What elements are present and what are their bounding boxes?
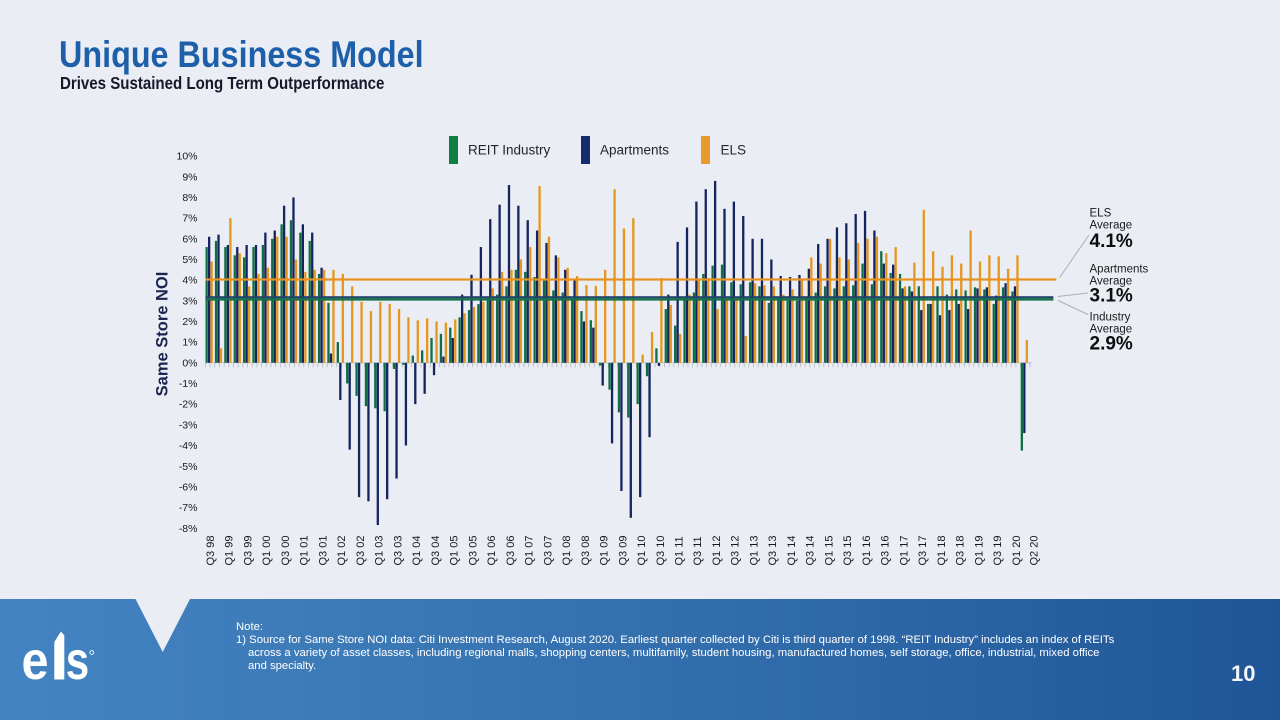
svg-text:Apartments: Apartments [600, 143, 669, 158]
svg-text:-2%: -2% [179, 399, 198, 411]
svg-text:-6%: -6% [179, 481, 198, 493]
svg-text:2.9%: 2.9% [1090, 334, 1133, 355]
svg-text:Same Store NOI: Same Store NOI [154, 272, 172, 397]
svg-text:Average: Average [1090, 324, 1133, 336]
svg-text:Q1 09: Q1 09 [599, 536, 611, 566]
svg-text:Q3 16: Q3 16 [880, 536, 892, 566]
svg-text:Q3 03: Q3 03 [392, 536, 404, 566]
svg-text:Q1 01: Q1 01 [299, 536, 311, 566]
svg-text:Q3 15: Q3 15 [842, 536, 854, 566]
svg-text:Q1 15: Q1 15 [823, 536, 835, 566]
svg-text:Q1 00: Q1 00 [261, 536, 273, 566]
svg-text:3.1%: 3.1% [1090, 286, 1133, 307]
svg-text:Q3 04: Q3 04 [430, 536, 442, 566]
svg-text:4%: 4% [182, 275, 197, 287]
svg-text:Q3 07: Q3 07 [542, 536, 554, 566]
svg-text:1%: 1% [182, 337, 197, 349]
svg-text:6%: 6% [182, 233, 197, 245]
svg-text:Q3 14: Q3 14 [805, 536, 817, 566]
svg-text:Average: Average [1090, 220, 1133, 232]
svg-text:2%: 2% [182, 316, 197, 328]
svg-text:Apartments: Apartments [1090, 264, 1149, 276]
svg-text:Q3 12: Q3 12 [730, 536, 742, 566]
svg-text:Q1 13: Q1 13 [748, 536, 760, 566]
svg-text:Q1 20: Q1 20 [1011, 536, 1023, 566]
svg-text:Q3 19: Q3 19 [992, 536, 1004, 566]
svg-text:Q3 10: Q3 10 [655, 536, 667, 566]
svg-text:10%: 10% [176, 151, 197, 163]
svg-text:Q3 01: Q3 01 [317, 536, 329, 566]
svg-text:Industry: Industry [1090, 312, 1131, 324]
svg-text:Q1 04: Q1 04 [411, 536, 423, 566]
svg-text:Q3 05: Q3 05 [467, 536, 479, 566]
svg-text:Q3 17: Q3 17 [917, 536, 929, 566]
svg-text:Q3 00: Q3 00 [280, 536, 292, 566]
svg-text:Q1 19: Q1 19 [973, 536, 985, 566]
svg-text:Q1 05: Q1 05 [449, 536, 461, 566]
svg-text:ELS: ELS [721, 143, 747, 158]
svg-text:Q3 18: Q3 18 [955, 536, 967, 566]
svg-text:Q1 99: Q1 99 [224, 536, 236, 566]
svg-text:Q1 18: Q1 18 [936, 536, 948, 566]
svg-text:Average: Average [1090, 276, 1133, 288]
svg-text:Q3 13: Q3 13 [767, 536, 779, 566]
svg-text:3%: 3% [182, 295, 197, 307]
svg-text:-7%: -7% [179, 502, 198, 514]
svg-text:REIT Industry: REIT Industry [468, 143, 551, 158]
svg-text:ELS: ELS [1090, 208, 1112, 220]
svg-text:Q3 08: Q3 08 [580, 536, 592, 566]
svg-text:Q1 08: Q1 08 [561, 536, 573, 566]
svg-text:Q3 99: Q3 99 [242, 536, 254, 566]
svg-text:9%: 9% [182, 171, 197, 183]
svg-text:7%: 7% [182, 213, 197, 225]
svg-text:e: e [22, 630, 49, 691]
svg-text:Q1 17: Q1 17 [898, 536, 910, 566]
svg-text:Q1 03: Q1 03 [374, 536, 386, 566]
svg-text:5%: 5% [182, 254, 197, 266]
svg-text:Q3 09: Q3 09 [617, 536, 629, 566]
svg-text:-3%: -3% [179, 419, 198, 431]
svg-text:Q3 06: Q3 06 [505, 536, 517, 566]
svg-text:-8%: -8% [179, 523, 198, 535]
svg-text:-1%: -1% [179, 378, 198, 390]
svg-text:Q2 20: Q2 20 [1029, 536, 1041, 566]
svg-text:8%: 8% [182, 192, 197, 204]
svg-text:Q1 11: Q1 11 [674, 536, 686, 565]
svg-text:Q1 07: Q1 07 [524, 536, 536, 566]
svg-text:Q1 10: Q1 10 [636, 536, 648, 566]
svg-text:Q1 02: Q1 02 [336, 536, 348, 566]
svg-text:s: s [66, 631, 89, 691]
svg-text:Q1 12: Q1 12 [711, 536, 723, 566]
svg-text:Q3 11: Q3 11 [692, 536, 704, 565]
svg-text:0%: 0% [182, 357, 197, 369]
svg-text:Q3 02: Q3 02 [355, 536, 367, 566]
svg-text:-4%: -4% [179, 440, 198, 452]
svg-text:Q3 98: Q3 98 [205, 536, 217, 566]
svg-text:Q1 06: Q1 06 [486, 536, 498, 566]
svg-text:4.1%: 4.1% [1090, 231, 1133, 252]
svg-text:Q1 16: Q1 16 [861, 536, 873, 566]
svg-text:-5%: -5% [179, 461, 198, 473]
svg-text:Q1 14: Q1 14 [786, 536, 798, 566]
